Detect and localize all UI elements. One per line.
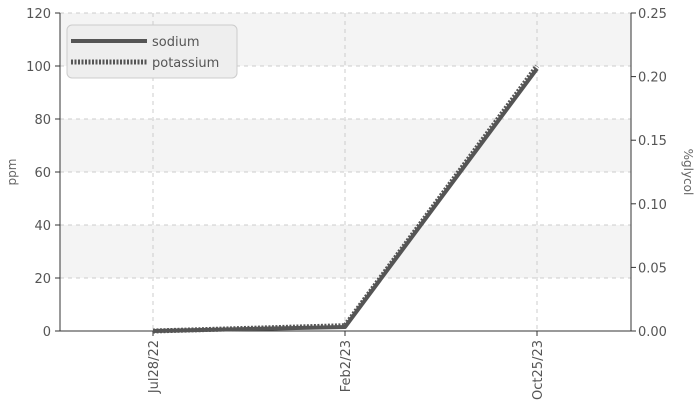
right-y-tick-label: 0.25: [638, 7, 667, 22]
left-y-tick-label: 40: [34, 219, 51, 234]
legend-label-potassium: potassium: [152, 56, 219, 71]
left-y-tick-label: 60: [34, 166, 51, 181]
right-y-tick-label: 0.05: [638, 261, 667, 276]
series-line-potassium: [152, 64, 540, 334]
series-lines: [152, 64, 540, 334]
legend-box: [66, 24, 238, 79]
right-y-axis-title: %glycol: [681, 149, 695, 196]
legend-label-sodium: sodium: [152, 35, 200, 50]
x-axis-ticks: Jul28/22 Feb2/23 Oct25/23: [147, 331, 546, 400]
right-y-tick-label: 0.15: [638, 134, 667, 149]
right-y-tick-label: 0.00: [638, 325, 667, 340]
left-y-tick-label: 120: [26, 7, 51, 22]
x-tick-label: Oct25/23: [531, 340, 546, 400]
left-y-tick-label: 80: [34, 113, 51, 128]
left-y-tick-label: 0: [43, 325, 51, 340]
legend[interactable]: sodium potassium: [66, 24, 238, 79]
x-tick-label: Feb2/23: [339, 340, 354, 392]
right-y-tick-label: 0.10: [638, 198, 667, 213]
grid-lines: [60, 12, 631, 331]
left-y-tick-label: 100: [26, 60, 51, 75]
left-y-tick-label: 20: [34, 272, 51, 287]
x-tick-label: Jul28/22: [147, 340, 162, 394]
left-y-axis-ticks: 0 20 40 60 80 100 120: [26, 7, 60, 340]
right-y-axis-ticks: 0.00 0.05 0.10 0.15 0.20 0.25: [631, 7, 667, 340]
left-y-axis-title: ppm: [5, 159, 19, 186]
right-y-tick-label: 0.20: [638, 71, 667, 86]
